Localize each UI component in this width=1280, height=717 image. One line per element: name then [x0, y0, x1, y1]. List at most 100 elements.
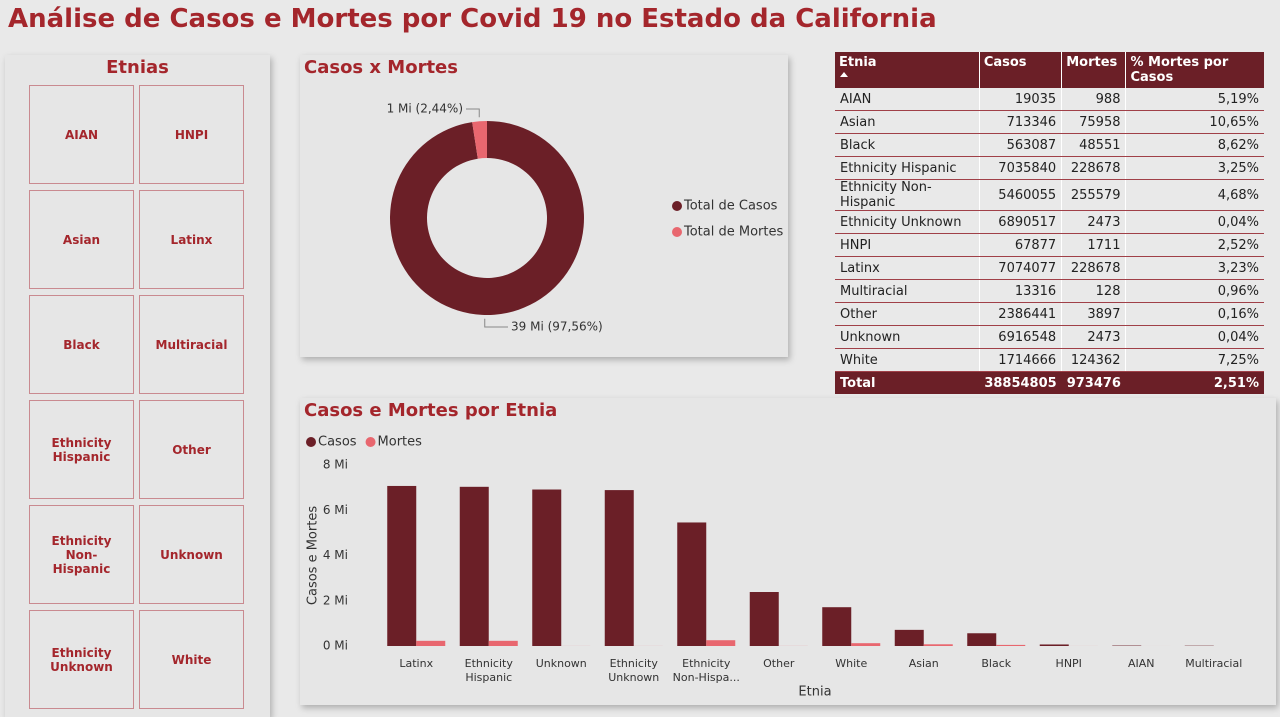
table-cell: 2386441 — [978, 302, 1062, 326]
table-cell: 7074077 — [978, 256, 1062, 280]
chart-title: Casos e Mortes por Etnia — [304, 400, 557, 421]
table-cell: 563087 — [978, 133, 1062, 157]
table-cell: 0,16% — [1125, 302, 1264, 326]
total-row: Total 38854805 973476 2,51% — [835, 371, 1264, 394]
chart-title: Casos x Mortes — [304, 57, 458, 78]
column-header[interactable]: Mortes — [1061, 52, 1126, 88]
x-tick-label: Black — [981, 657, 1011, 670]
table-body: AIAN 19035 988 5,19% Asian 713346 75958 10,65% B… — [835, 88, 1264, 394]
bar[interactable] — [459, 486, 489, 646]
bar[interactable] — [749, 592, 779, 646]
slicer-item[interactable]: Ethnicity Non-Hispanic — [29, 505, 134, 604]
slicer-item[interactable]: Unknown — [139, 505, 244, 604]
bar[interactable] — [1039, 644, 1069, 646]
bar[interactable] — [706, 640, 736, 646]
bar[interactable] — [604, 490, 634, 646]
table-cell: Latinx — [835, 256, 980, 280]
table-cell: 10,65% — [1125, 110, 1264, 134]
slicer-item[interactable]: Black — [29, 295, 134, 394]
table-cell: 255579 — [1061, 179, 1126, 211]
legend-label[interactable]: Total de Mortes — [683, 225, 783, 240]
slicer-item[interactable]: White — [139, 610, 244, 709]
y-tick-label: 6 Mi — [323, 503, 348, 517]
table-cell: 228678 — [1061, 256, 1126, 280]
table-row: Unknown 6916548 2473 0,04% — [835, 325, 1264, 349]
bar[interactable] — [894, 629, 924, 646]
legend-label[interactable]: Casos — [318, 435, 357, 450]
x-tick-label: Unknown — [536, 657, 587, 670]
total-cell: 973476 — [1061, 371, 1126, 394]
slicer-item[interactable]: Other — [139, 400, 244, 499]
table-cell: 988 — [1061, 88, 1126, 111]
legend-marker — [365, 437, 376, 447]
legend-label[interactable]: Mortes — [378, 435, 423, 450]
bar[interactable] — [967, 633, 997, 646]
y-tick-label: 2 Mi — [323, 593, 348, 607]
table-cell: 1714666 — [978, 348, 1062, 372]
leader-line — [466, 108, 480, 118]
table-cell: 75958 — [1061, 110, 1126, 134]
data-label: 1 Mi (2,44%) — [387, 102, 463, 116]
table-row: AIAN 19035 988 5,19% — [835, 88, 1264, 111]
column-header[interactable]: Etnia — [835, 52, 980, 88]
table-cell: Multiracial — [835, 279, 980, 303]
table-row: HNPI 67877 1711 2,52% — [835, 233, 1264, 257]
slicer-item[interactable]: HNPI — [139, 85, 244, 184]
donut-panel: Casos x Mortes 39 Mi (97,56%) 1 Mi (2,44%)… — [300, 55, 788, 357]
table-cell: 0,04% — [1125, 210, 1264, 234]
donut-slice[interactable] — [390, 121, 584, 315]
table-cell: HNPI — [835, 233, 980, 257]
slicer-item[interactable]: Asian — [29, 190, 134, 289]
sort-icon — [840, 72, 848, 77]
bar[interactable] — [822, 607, 852, 646]
slicer-item[interactable]: Ethnicity Unknown — [29, 610, 134, 709]
column-header[interactable]: % Mortes por Casos — [1125, 52, 1264, 88]
data-table: Etnia Casos Mortes% Mortes por Casos AIAN 1… — [835, 52, 1264, 394]
slicer-item[interactable]: Ethnicity Hispanic — [29, 400, 134, 499]
table-cell: Ethnicity Unknown — [835, 210, 980, 234]
table-row: White 1714666 124362 7,25% — [835, 348, 1264, 372]
table-cell: 6890517 — [978, 210, 1062, 234]
x-tick-label: White — [835, 657, 867, 670]
table-cell: 5460055 — [978, 179, 1062, 211]
table-cell: 128 — [1061, 279, 1126, 303]
table-cell: 19035 — [978, 88, 1062, 111]
slicer-item[interactable]: Multiracial — [139, 295, 244, 394]
table-row: Other 2386441 3897 0,16% — [835, 302, 1264, 326]
x-tick-label: Ethnicity Non-Hispa... — [673, 657, 740, 684]
table-cell: 48551 — [1061, 133, 1126, 157]
bar[interactable] — [677, 522, 707, 646]
leader-line — [484, 318, 508, 328]
bar[interactable] — [387, 485, 417, 646]
slicer-item[interactable]: AIAN — [29, 85, 134, 184]
table-cell: 5,19% — [1125, 88, 1264, 111]
column-header[interactable]: Casos — [978, 52, 1062, 88]
bar[interactable] — [996, 644, 1026, 646]
bar[interactable] — [488, 640, 518, 646]
bar[interactable] — [923, 644, 953, 646]
bar[interactable] — [416, 640, 446, 646]
table-cell: 0,96% — [1125, 279, 1264, 303]
x-tick-label: Multiracial — [1185, 657, 1242, 670]
legend-marker — [672, 227, 682, 237]
table-cell: 713346 — [978, 110, 1062, 134]
table-cell: 8,62% — [1125, 133, 1264, 157]
table-row: Black 563087 48551 8,62% — [835, 133, 1264, 157]
total-cell: Total — [835, 371, 980, 394]
donut-slice[interactable] — [472, 121, 487, 159]
bar[interactable] — [532, 489, 562, 646]
table-cell: 6916548 — [978, 325, 1062, 349]
table-cell: Other — [835, 302, 980, 326]
y-tick-label: 0 Mi — [323, 639, 348, 653]
bar[interactable] — [851, 643, 881, 646]
legend-label[interactable]: Total de Casos — [683, 199, 778, 214]
y-axis-label: Casos e Mortes — [306, 506, 321, 605]
table-cell: 1711 — [1061, 233, 1126, 257]
table-cell: Black — [835, 133, 980, 157]
table-cell: 7,25% — [1125, 348, 1264, 372]
table-row: Multiracial 13316 128 0,96% — [835, 279, 1264, 303]
x-tick-label: Asian — [909, 657, 939, 670]
donut-chart: Casos x Mortes 39 Mi (97,56%) 1 Mi (2,44%)… — [304, 57, 783, 334]
slicer-item[interactable]: Latinx — [139, 190, 244, 289]
